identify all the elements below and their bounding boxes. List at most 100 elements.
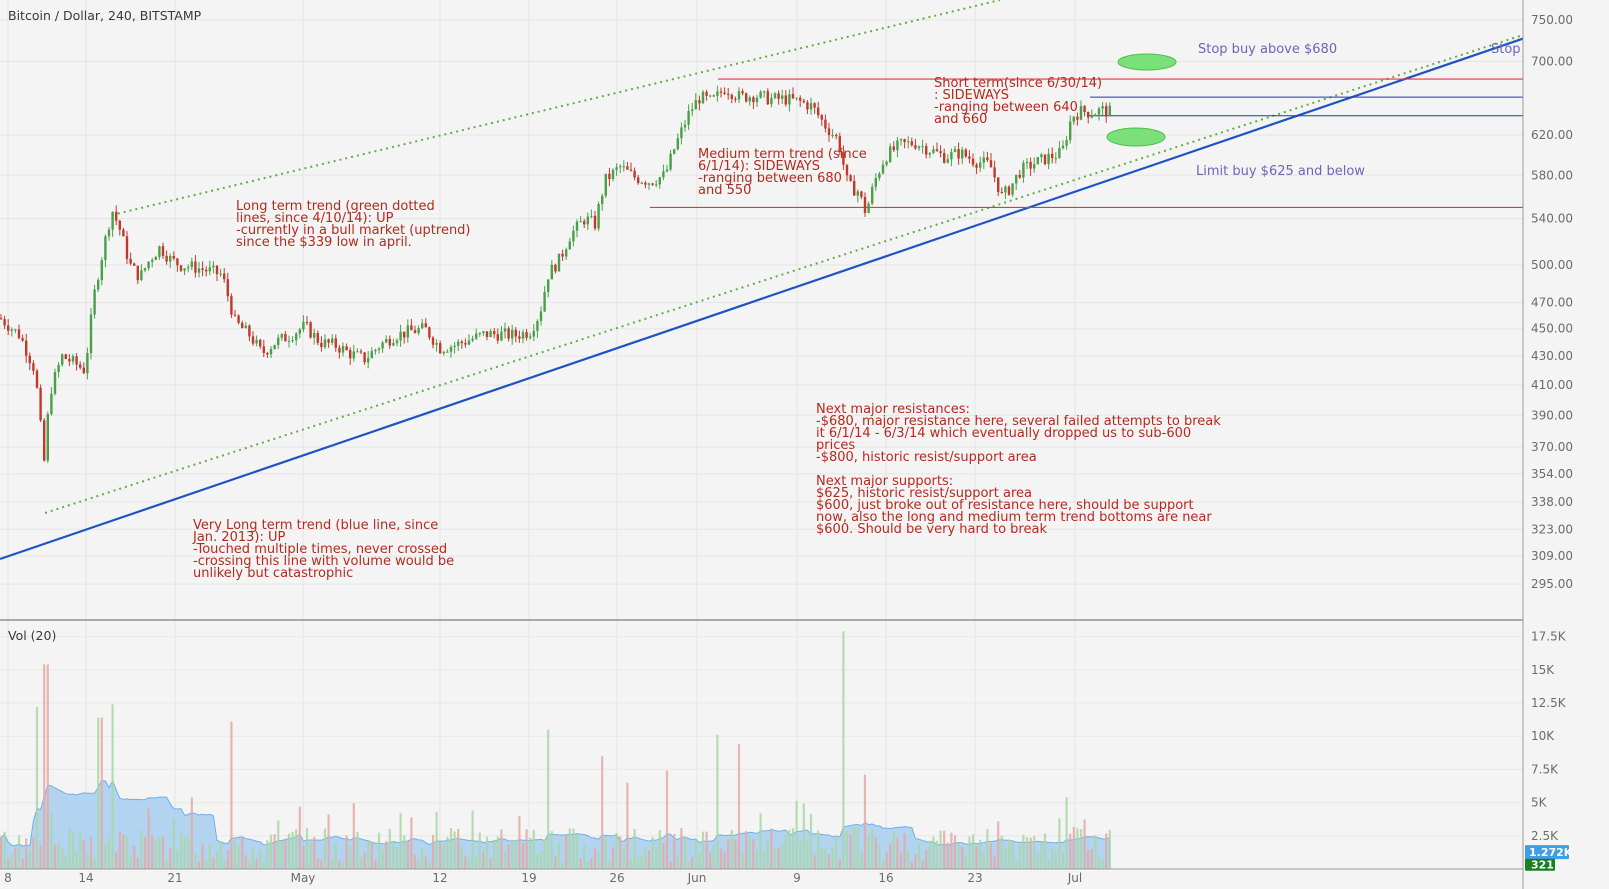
annotation-line: -crossing this line with volume would be xyxy=(193,554,454,569)
candle-body xyxy=(493,331,496,335)
volume-bar xyxy=(482,851,485,869)
volume-bar xyxy=(986,829,989,869)
candle-body xyxy=(752,97,755,103)
candle-body xyxy=(280,333,283,338)
candle-body xyxy=(961,149,964,159)
price-axis[interactable]: 295.00 309.00 323.00 338.00 354.00 370.00 390.… xyxy=(1531,13,1573,591)
volume-bar xyxy=(172,818,175,869)
volume-bar xyxy=(651,837,654,869)
volume-bar xyxy=(89,836,93,869)
candle-body xyxy=(547,279,550,293)
trend-lines[interactable] xyxy=(0,0,1561,561)
volume-bar xyxy=(673,834,676,869)
candle-body xyxy=(61,354,64,365)
volume-bar xyxy=(1065,797,1068,869)
long-term-upper-trendline[interactable] xyxy=(111,0,1001,216)
candle-body xyxy=(665,169,669,172)
volume-bar xyxy=(791,828,795,869)
volume-bar xyxy=(1007,839,1011,869)
candle-body xyxy=(813,103,816,108)
volume-bar xyxy=(755,850,759,869)
volume-bar xyxy=(561,862,564,869)
price-tick-label: 295.00 xyxy=(1531,577,1573,591)
candle-body xyxy=(352,351,355,359)
candle-body xyxy=(428,327,431,338)
candle-body xyxy=(647,183,651,185)
volume-bar xyxy=(64,855,67,869)
volume-bar xyxy=(122,834,125,869)
volume-bar xyxy=(781,843,784,869)
candle-body xyxy=(449,346,453,352)
candle-body xyxy=(50,393,53,414)
candle-body xyxy=(691,109,694,111)
volume-bar xyxy=(1004,847,1007,869)
volume-bar xyxy=(892,831,895,869)
volume-bar xyxy=(154,839,157,869)
candle-body xyxy=(892,146,895,151)
candle-body xyxy=(1047,153,1050,165)
volume-bar xyxy=(302,845,305,869)
volume-bar xyxy=(550,831,553,869)
candle-body xyxy=(982,157,985,163)
candle-body xyxy=(53,372,57,394)
volume-bar xyxy=(287,833,291,869)
candle-body xyxy=(363,352,366,363)
volume-bar xyxy=(885,852,888,869)
candle-body xyxy=(802,100,805,103)
candle-body xyxy=(575,221,579,231)
candle-body xyxy=(1061,145,1065,149)
candle-body xyxy=(316,333,319,343)
long-term-lower-trendline[interactable] xyxy=(44,34,1524,514)
volume-bar xyxy=(1040,842,1043,869)
candle-body xyxy=(917,146,921,149)
axis-background xyxy=(1523,0,1609,889)
volume-bar xyxy=(514,840,517,869)
volume-bar xyxy=(35,707,39,869)
volume-bar xyxy=(143,837,147,869)
candle-body xyxy=(1033,164,1036,169)
chart-title: Bitcoin / Dollar, 240, BITSTAMP xyxy=(8,8,202,23)
candle-body xyxy=(403,331,406,338)
candle-body xyxy=(874,177,877,187)
price-tick-label: 309.00 xyxy=(1531,549,1573,563)
candle-body xyxy=(773,93,777,98)
candle-body xyxy=(1076,116,1079,120)
candle-body xyxy=(831,135,834,137)
volume-bar xyxy=(493,839,496,869)
volume-bar xyxy=(399,813,402,869)
candle-body xyxy=(1000,192,1003,194)
candle-body xyxy=(395,340,399,344)
volume-bar xyxy=(428,861,431,869)
volume-bar xyxy=(377,832,381,869)
candle-body xyxy=(673,149,676,154)
volume-bar xyxy=(133,845,136,869)
candle-body xyxy=(377,348,381,350)
candle-body xyxy=(662,171,665,178)
volume-bar xyxy=(147,808,150,869)
candle-body xyxy=(997,177,1000,193)
time-tick-label: 26 xyxy=(609,871,624,885)
volume-bar xyxy=(943,830,946,869)
volume-bar xyxy=(849,834,852,869)
candle-body xyxy=(241,322,244,329)
volume-bar xyxy=(676,854,679,869)
candle-body xyxy=(824,119,827,129)
very-long-term-trendline[interactable] xyxy=(0,24,1561,561)
price-tick-label: 620.00 xyxy=(1531,128,1573,142)
stop-buy-zone-marker[interactable] xyxy=(1117,53,1177,71)
limit-buy-zone-marker[interactable] xyxy=(1106,127,1166,147)
volume-bar xyxy=(284,838,287,869)
volume-bar xyxy=(525,829,528,869)
volume-bar xyxy=(435,811,438,869)
candle-body xyxy=(1108,105,1111,117)
candle-body xyxy=(896,140,899,151)
volume-bar xyxy=(957,845,960,869)
candle-body xyxy=(788,94,791,105)
candle-body xyxy=(97,280,100,290)
candle-body xyxy=(856,191,859,196)
time-axis[interactable]: 8 14 21 May 12 19 26 Jun 9 16 23 Jul xyxy=(4,871,1082,885)
volume-bar xyxy=(539,850,543,869)
candle-body xyxy=(154,256,157,260)
